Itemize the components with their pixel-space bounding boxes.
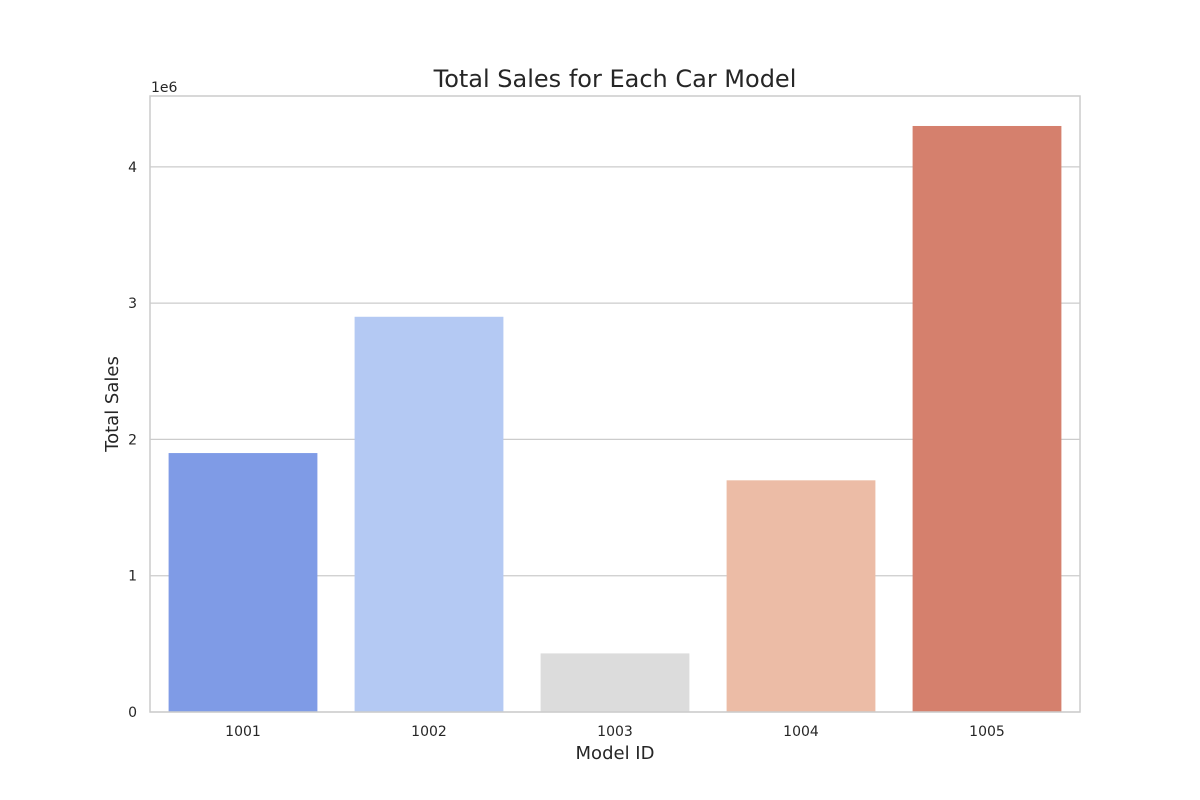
y-tick-label: 2: [128, 432, 137, 448]
y-axis-offset-label: 1e6: [151, 80, 178, 96]
y-tick-label: 3: [128, 296, 137, 312]
bars: [168, 125, 1062, 712]
x-tick-label: 1001: [225, 724, 261, 740]
y-axis-label: Total Sales: [102, 356, 123, 453]
bar-1002: [354, 316, 504, 712]
x-tick-label: 1005: [969, 724, 1005, 740]
plot-frame: [149, 95, 1081, 713]
x-tick-label: 1004: [783, 724, 819, 740]
x-tick-label: 1003: [597, 724, 633, 740]
y-tick-label: 1: [128, 569, 137, 585]
x-tick-label: 1002: [411, 724, 447, 740]
bar-1004: [726, 480, 876, 712]
x-axis-label: Model ID: [576, 743, 655, 764]
x-tick-labels: 1001 1002 1003 1004 1005: [225, 724, 1005, 740]
y-tick-label: 4: [128, 160, 137, 176]
bar-1003: [540, 653, 690, 712]
y-tick-labels: 0 1 2 3 4: [128, 160, 137, 721]
bar-1005: [912, 125, 1062, 712]
chart-title: Total Sales for Each Car Model: [433, 65, 797, 93]
bar-1001: [168, 453, 318, 712]
y-tick-label: 0: [128, 705, 137, 721]
